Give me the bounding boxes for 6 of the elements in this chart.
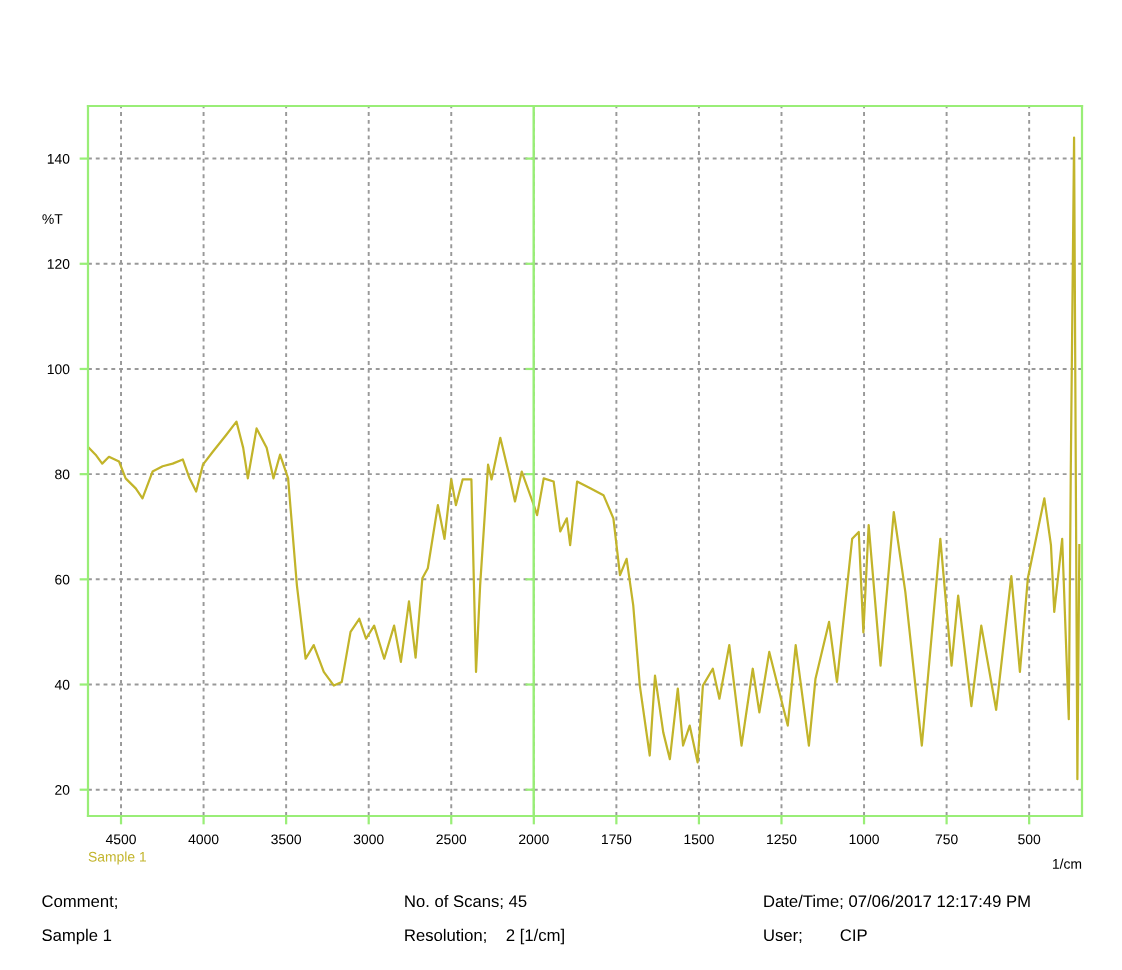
text: Resolution; 2 [1/cm]	[405, 928, 564, 945]
text: No. of Scans; 45	[405, 894, 527, 910]
text: Comment;	[42, 895, 117, 910]
text: Date/Time; 07/06/2017 12:17:49 PM	[764, 894, 1030, 910]
text: User; CIP	[764, 929, 867, 944]
text: Sample 1	[42, 928, 112, 945]
